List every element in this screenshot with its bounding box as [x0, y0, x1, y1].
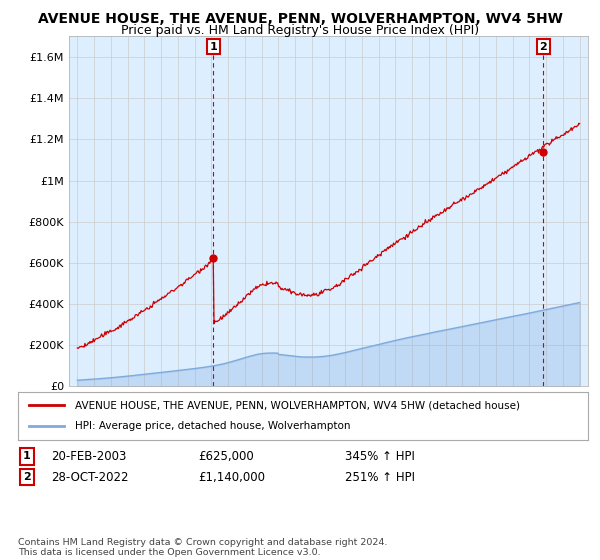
- Text: 345% ↑ HPI: 345% ↑ HPI: [345, 450, 415, 463]
- Text: AVENUE HOUSE, THE AVENUE, PENN, WOLVERHAMPTON, WV4 5HW (detached house): AVENUE HOUSE, THE AVENUE, PENN, WOLVERHA…: [75, 400, 520, 410]
- Text: 28-OCT-2022: 28-OCT-2022: [51, 470, 128, 484]
- Text: AVENUE HOUSE, THE AVENUE, PENN, WOLVERHAMPTON, WV4 5HW: AVENUE HOUSE, THE AVENUE, PENN, WOLVERHA…: [38, 12, 562, 26]
- Text: 1: 1: [209, 41, 217, 52]
- Text: £625,000: £625,000: [198, 450, 254, 463]
- Text: 20-FEB-2003: 20-FEB-2003: [51, 450, 127, 463]
- Text: £1,140,000: £1,140,000: [198, 470, 265, 484]
- Text: Contains HM Land Registry data © Crown copyright and database right 2024.
This d: Contains HM Land Registry data © Crown c…: [18, 538, 388, 557]
- Text: 2: 2: [539, 41, 547, 52]
- Text: HPI: Average price, detached house, Wolverhampton: HPI: Average price, detached house, Wolv…: [75, 421, 350, 431]
- Text: 251% ↑ HPI: 251% ↑ HPI: [345, 470, 415, 484]
- Text: 2: 2: [23, 472, 31, 482]
- Text: 1: 1: [23, 451, 31, 461]
- Text: Price paid vs. HM Land Registry's House Price Index (HPI): Price paid vs. HM Land Registry's House …: [121, 24, 479, 36]
